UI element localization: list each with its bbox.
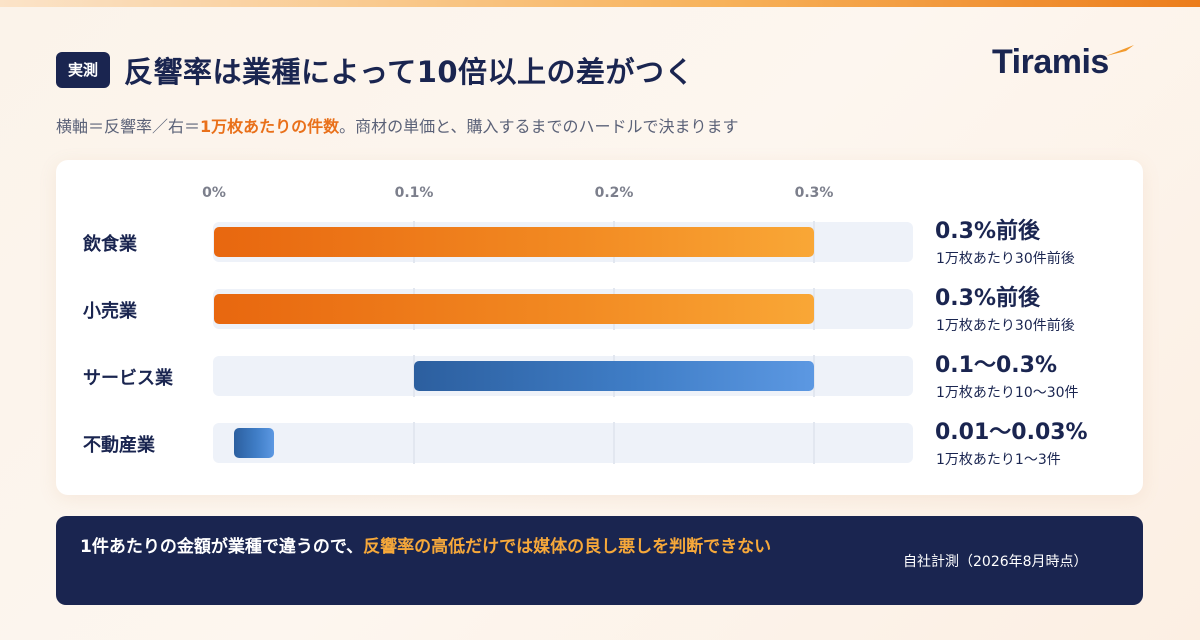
footer-message-part1: 1件あたりの金額が業種で違うので、 bbox=[80, 537, 364, 557]
measured-badge: 実測 bbox=[56, 52, 111, 88]
brand-name: Tiramis bbox=[992, 42, 1109, 81]
value-label: 0.1〜0.3% bbox=[935, 353, 1057, 378]
subtitle-part2: 。商材の単価と、購入するまでのハードルで決まります bbox=[339, 117, 739, 136]
value-label: 0.3%前後 bbox=[935, 286, 1041, 311]
x-tick-label: 0% bbox=[202, 185, 226, 201]
gridline bbox=[613, 422, 615, 464]
x-tick-label: 0.1% bbox=[394, 185, 434, 201]
range-bar bbox=[214, 294, 814, 324]
gridline bbox=[813, 288, 815, 330]
value-sublabel: 1万枚あたり30件前後 bbox=[936, 251, 1075, 267]
subtitle-highlight: 1万枚あたりの件数 bbox=[200, 117, 340, 136]
subtitle-part1: 横軸＝反響率／右＝ bbox=[56, 117, 201, 136]
category-label: 飲食業 bbox=[83, 234, 137, 255]
x-tick-label: 0.2% bbox=[594, 185, 634, 201]
category-label: 小売業 bbox=[83, 301, 137, 322]
bar-track bbox=[213, 423, 913, 463]
range-bar bbox=[234, 428, 274, 458]
footer-message-highlight: 反響率の高低だけでは媒体の良し悪しを判断できない bbox=[363, 537, 772, 557]
category-label: 不動産業 bbox=[83, 435, 155, 456]
gridline bbox=[813, 355, 815, 397]
page-title: 反響率は業種によって10倍以上の差がつく bbox=[124, 55, 695, 89]
x-tick-label: 0.3% bbox=[794, 185, 834, 201]
value-label: 0.01〜0.03% bbox=[935, 420, 1088, 445]
footer-source-note: 自社計測（2026年8月時点） bbox=[903, 554, 1088, 570]
value-sublabel: 1万枚あたり10〜30件 bbox=[936, 385, 1079, 401]
value-sublabel: 1万枚あたり1〜3件 bbox=[936, 452, 1061, 468]
gridline bbox=[813, 221, 815, 263]
gridline bbox=[413, 422, 415, 464]
brand-logo: Tiramis bbox=[992, 40, 1134, 84]
range-bar bbox=[214, 227, 814, 257]
footer-banner bbox=[56, 516, 1143, 605]
header: 実測 反響率は業種によって10倍以上の差がつく bbox=[56, 48, 694, 92]
category-label: サービス業 bbox=[83, 368, 173, 389]
range-bar bbox=[414, 361, 814, 391]
footer-message: 1件あたりの金額が業種で違うので、反響率の高低だけでは媒体の良し悪しを判断できな… bbox=[80, 534, 880, 560]
brand-arrow-icon bbox=[1106, 45, 1134, 56]
value-sublabel: 1万枚あたり30件前後 bbox=[936, 318, 1075, 334]
gridline bbox=[813, 422, 815, 464]
value-label: 0.3%前後 bbox=[935, 219, 1041, 244]
subtitle: 横軸＝反響率／右＝1万枚あたりの件数。商材の単価と、購入するまでのハードルで決ま… bbox=[56, 113, 739, 137]
top-accent-bar bbox=[0, 0, 1200, 7]
